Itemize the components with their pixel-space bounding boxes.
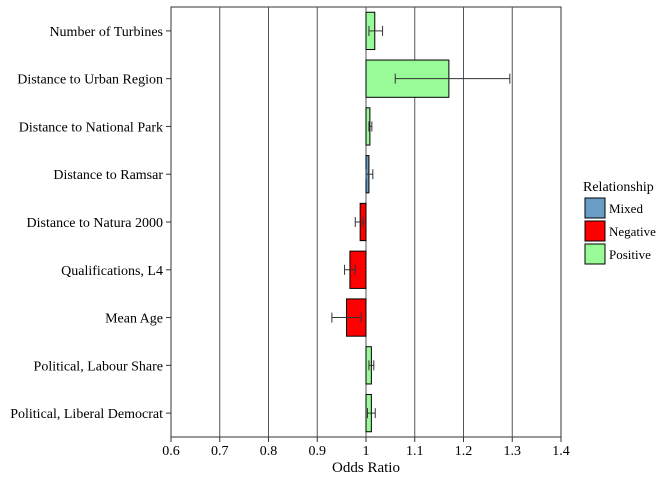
x-tick-label: 1.3 xyxy=(504,444,522,459)
x-tick-label: 1 xyxy=(363,444,370,459)
category-label: Distance to Ramsar xyxy=(53,168,163,183)
legend-title: Relationship xyxy=(583,180,654,195)
category-label: Mean Age xyxy=(105,312,163,327)
x-axis-title: Odds Ratio xyxy=(332,460,400,476)
category-label: Distance to Urban Region xyxy=(17,73,163,88)
category-label: Political, Labour Share xyxy=(34,359,163,374)
category-label: Distance to Natura 2000 xyxy=(27,216,163,231)
category-label: Political, Liberal Democrat xyxy=(10,407,163,422)
legend: Relationship Mixed Negative Positive xyxy=(583,180,656,265)
legend-label: Negative xyxy=(609,224,656,239)
category-label: Number of Turbines xyxy=(49,25,163,40)
legend-swatch xyxy=(584,243,606,265)
error-bars xyxy=(331,25,511,419)
x-tick-label: 0.6 xyxy=(162,444,180,459)
x-tick-label: 0.8 xyxy=(260,444,278,459)
x-tick-label: 0.9 xyxy=(309,444,327,459)
category-label: Distance to National Park xyxy=(19,120,163,135)
x-tick-label: 1.4 xyxy=(552,444,570,459)
x-tick-label: 1.2 xyxy=(455,444,473,459)
legend-swatch xyxy=(584,220,606,242)
x-tick-label: 1.1 xyxy=(406,444,424,459)
legend-label: Positive xyxy=(609,247,651,262)
x-tick-label: 0.7 xyxy=(211,444,229,459)
category-labels: Number of Turbines Distance to Urban Regi… xyxy=(10,25,171,422)
category-label: Qualifications, L4 xyxy=(61,264,163,279)
legend-label: Mixed xyxy=(609,201,643,216)
legend-swatch xyxy=(584,197,606,219)
x-axis: 0.6 0.7 0.8 0.9 1 1.1 1.2 1.3 1.4 xyxy=(162,437,570,459)
